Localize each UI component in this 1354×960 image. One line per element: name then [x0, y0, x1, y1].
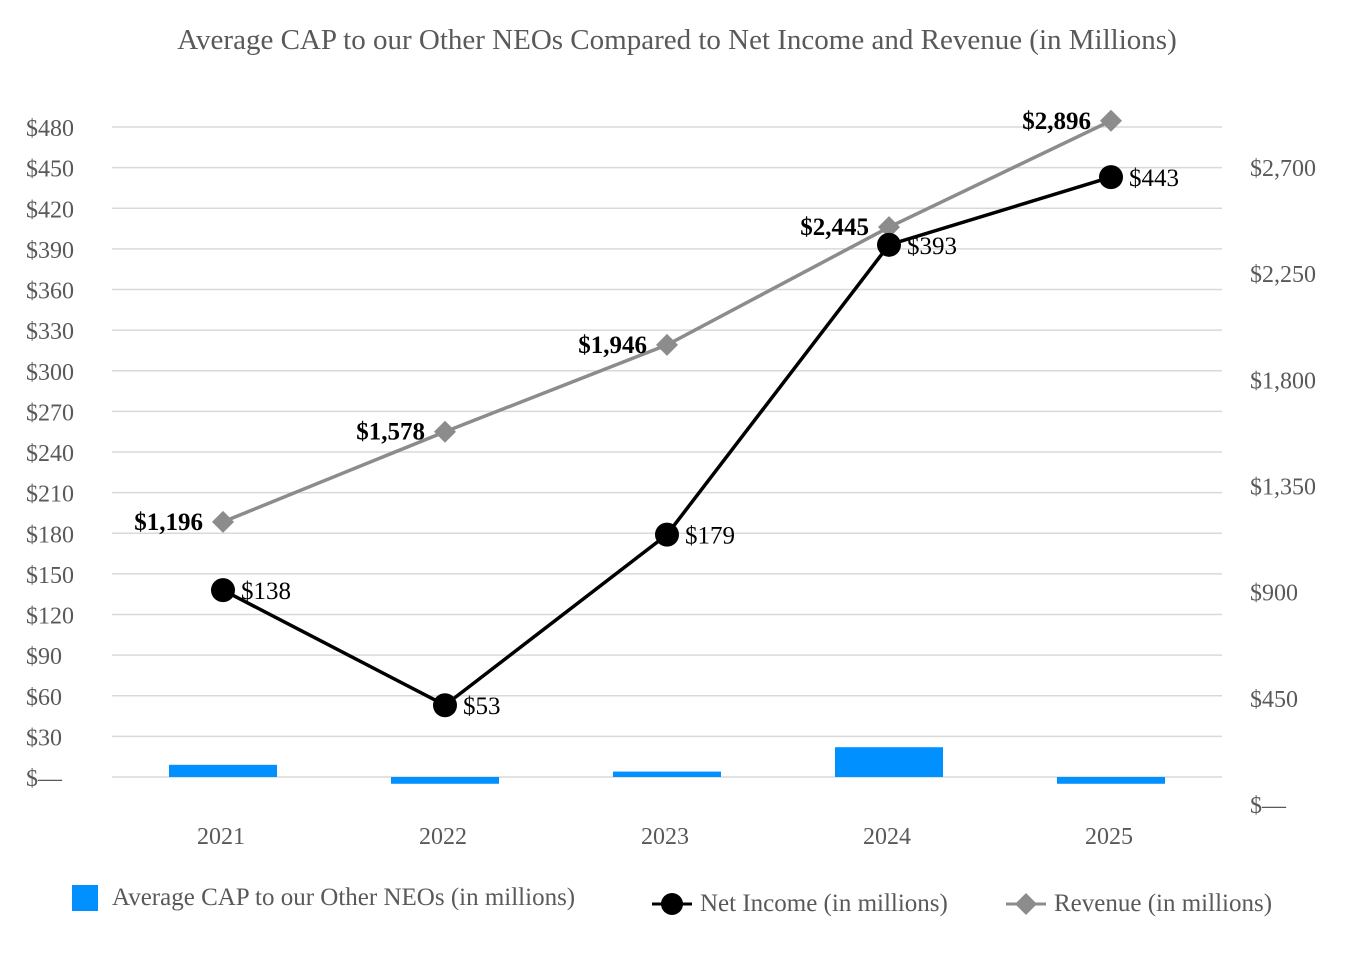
- net-income-data-label: $179: [685, 523, 735, 550]
- revenue-data-label: $1,578: [356, 419, 425, 446]
- revenue-data-label: $2,445: [800, 214, 869, 241]
- net-income-data-label: $138: [241, 578, 291, 605]
- legend-item-revenue: Revenue (in millions): [1006, 884, 1272, 924]
- revenue-marker: [656, 333, 678, 356]
- right-axis-tick-label: $1,350: [1250, 475, 1316, 501]
- right-axis-tick-label: $2,700: [1250, 156, 1316, 182]
- left-axis-tick-label: $120: [26, 604, 74, 630]
- x-axis-tick-label: 2024: [863, 824, 911, 850]
- cap-bar: [1057, 777, 1165, 784]
- left-axis-tick-label: $270: [26, 400, 74, 426]
- left-axis-tick-label: $390: [26, 238, 74, 264]
- revenue-marker: [212, 510, 234, 533]
- revenue-marker: [434, 420, 456, 443]
- net-income-data-label: $53: [463, 693, 501, 720]
- legend-diamond-marker-icon: [1006, 893, 1046, 915]
- left-axis-tick-label: $420: [26, 197, 74, 223]
- left-axis-tick-label: $480: [26, 116, 74, 142]
- revenue-data-label: $1,196: [134, 509, 203, 536]
- right-axis-tick-label: $—: [1250, 793, 1287, 819]
- left-axis-tick-label: $450: [26, 157, 74, 183]
- chart-title: Average CAP to our Other NEOs Compared t…: [177, 24, 1177, 56]
- revenue-data-label: $1,946: [578, 332, 647, 359]
- left-axis-tick-label: $—: [26, 766, 63, 792]
- revenue-marker: [1100, 109, 1122, 132]
- legend-item-cap: Average CAP to our Other NEOs (in millio…: [72, 884, 575, 912]
- right-axis-tick-label: $2,250: [1250, 262, 1316, 288]
- x-axis-tick-label: 2023: [641, 824, 689, 850]
- left-axis-tick-label: $330: [26, 319, 74, 345]
- cap-bar: [169, 764, 277, 777]
- legend-item-net-income: Net Income (in millions): [652, 884, 948, 924]
- cap-bar: [613, 771, 721, 777]
- net-income-data-label: $443: [1129, 165, 1179, 192]
- revenue-marker: [878, 216, 900, 239]
- cap-bar: [835, 747, 943, 777]
- left-axis-tick-label: $210: [26, 482, 74, 508]
- legend-label-net-income: Net Income (in millions): [700, 890, 948, 917]
- left-axis-tick-label: $150: [26, 563, 74, 589]
- right-axis-tick-label: $450: [1250, 687, 1298, 713]
- revenue-line: [222, 119, 1112, 524]
- net-income-data-label: $393: [907, 233, 957, 260]
- legend-bar-swatch-icon: [72, 885, 98, 911]
- legend-label-cap: Average CAP to our Other NEOs (in millio…: [112, 884, 576, 911]
- x-axis-tick-label: 2022: [419, 824, 467, 850]
- left-axis-tick-label: $90: [26, 644, 62, 670]
- net-income-marker: [1099, 165, 1123, 190]
- chart-legend: Average CAP to our Other NEOs (in millio…: [0, 884, 1354, 924]
- legend-circle-marker-icon: [652, 893, 692, 915]
- right-axis-tick-label: $1,800: [1250, 368, 1316, 394]
- net-income-marker: [211, 578, 235, 603]
- right-axis-tick-label: $900: [1250, 581, 1298, 607]
- x-axis-tick-label: 2021: [197, 824, 245, 850]
- net-income-marker: [655, 522, 679, 547]
- left-axis-tick-label: $360: [26, 279, 74, 305]
- net-income-marker: [877, 232, 901, 257]
- revenue-data-label: $2,896: [1022, 108, 1091, 135]
- left-axis-tick-label: $30: [26, 725, 62, 751]
- left-axis-tick-label: $60: [26, 685, 62, 711]
- x-axis-tick-label: 2025: [1085, 824, 1133, 850]
- net-income-marker: [433, 693, 457, 718]
- legend-label-revenue: Revenue (in millions): [1054, 890, 1273, 917]
- left-axis-tick-label: $180: [26, 522, 74, 548]
- left-axis-tick-label: $300: [26, 360, 74, 386]
- cap-bar: [391, 777, 499, 784]
- left-axis-tick-label: $240: [26, 441, 74, 467]
